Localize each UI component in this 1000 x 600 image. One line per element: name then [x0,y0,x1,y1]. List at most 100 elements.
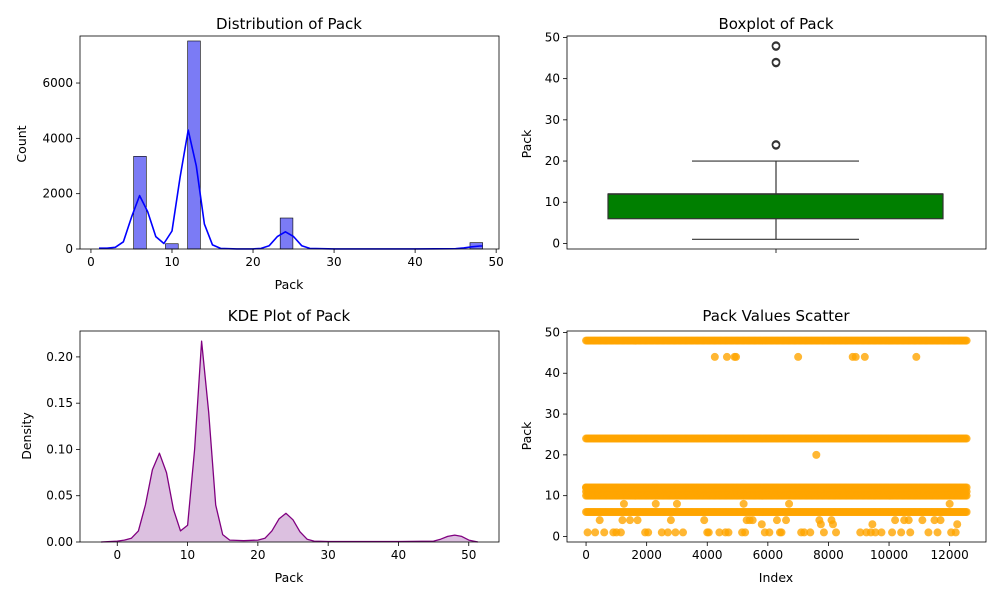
scatter-plot-area [582,336,971,537]
scatter-point [777,528,786,537]
scatter-x-tick-label: 2000 [631,548,662,562]
scatter-y-tick-label: 30 [545,407,560,421]
histogram-x-tick-label: 40 [407,255,422,269]
histogram-bar [133,156,147,250]
scatter-point [633,516,642,525]
scatter-point [856,528,865,537]
histogram-x-tick-label: 10 [164,255,179,269]
histogram-x-tick-label: 20 [245,255,260,269]
scatter-x-tick-label: 6000 [753,548,784,562]
kde-plot-area [101,340,479,543]
scatter-point [741,528,750,537]
histogram-y-label: Count [14,125,29,162]
boxplot-y-tick-label: 50 [545,30,560,44]
scatter-y-tick-label: 10 [545,489,560,503]
scatter-x-label: Index [759,570,793,585]
scatter-point [600,528,609,537]
scatter-y-tick-label: 40 [545,366,560,380]
scatter-point [918,516,927,525]
scatter-point [618,516,627,525]
boxplot-panel: Boxplot of Pack 0 10 20 30 40 50 Pack [519,15,987,253]
scatter-point [616,528,625,537]
kde-panel: KDE Plot of Pack 0 10 20 30 40 50 0.00 0.05 0.10… [19,307,500,585]
kde-y-tick-label: 0.00 [46,535,73,549]
boxplot-y-tick-label: 40 [545,72,560,86]
kde-axes: 0 10 20 30 40 50 0.00 0.05 0.10 0.15 0.20 [46,330,500,562]
scatter-point [812,450,821,459]
scatter-point [757,520,766,529]
histogram-plot-area [99,40,483,250]
histogram-y-tick-label: 2000 [42,187,73,201]
boxplot-y-tick-label: 0 [552,236,560,250]
scatter-point [936,516,945,525]
scatter-point [877,528,886,537]
kde-area [101,341,478,542]
scatter-point [724,528,733,537]
scatter-point [591,528,600,537]
scatter-point [671,528,680,537]
boxplot-outlier [771,42,781,51]
scatter-point [851,352,860,361]
kde-x-tick-label: 0 [113,548,121,562]
histogram-x-tick-label: 30 [326,255,341,269]
scatter-point [583,528,592,537]
boxplot-y-tick-label: 20 [545,154,560,168]
histogram-y-tick-label: 6000 [42,76,73,90]
scatter-point [772,516,781,525]
scatter-y-label: Pack [519,421,534,451]
scatter-point [962,434,971,443]
scatter-point [715,528,724,537]
histogram-x-label: Pack [275,277,305,292]
scatter-panel: Pack Values Scatter 0 2000 4000 6000 8000 100… [519,307,987,585]
kde-title: KDE Plot of Pack [228,307,351,325]
histogram-bar [165,243,179,250]
scatter-point [657,528,666,537]
scatter-y-tick-label: 20 [545,448,560,462]
scatter-frame [566,330,987,543]
histogram-x-tick-label: 50 [489,255,504,269]
scatter-point [722,352,731,361]
boxplot-outlier [771,58,781,68]
scatter-point [828,520,837,529]
scatter-y-tick-label: 0 [552,529,560,543]
scatter-point [930,516,939,525]
scatter-point [868,520,877,529]
boxplot-plot-area [607,41,944,240]
scatter-point [666,516,675,525]
scatter-x-tick-label: 10000 [870,548,908,562]
scatter-point [651,499,660,508]
scatter-point [582,483,591,492]
scatter-point [710,352,719,361]
scatter-point [625,516,634,525]
scatter-point [800,528,809,537]
histogram-y-tick-label: 4000 [42,131,73,145]
scatter-x-tick-label: 12000 [931,548,969,562]
scatter-point [924,528,933,537]
scatter-x-tick-label: 8000 [813,548,844,562]
scatter-point [672,499,681,508]
scatter-point [962,491,971,500]
scatter-point [806,528,815,537]
scatter-x-tick-label: 4000 [692,548,723,562]
scatter-point [891,516,900,525]
scatter-point [644,528,653,537]
boxplot-y-tick-label: 30 [545,113,560,127]
scatter-point [912,352,921,361]
scatter-point [962,336,971,345]
scatter-point [933,528,942,537]
kde-x-tick-label: 40 [391,548,406,562]
boxplot-outlier [771,141,781,150]
kde-y-label: Density [19,412,34,460]
scatter-axes: 0 2000 4000 6000 8000 10000 12000 0 10 20 30 40 50 [545,325,987,562]
kde-y-tick-label: 0.20 [46,350,73,364]
histogram-frame [79,35,500,250]
kde-x-tick-label: 50 [461,548,476,562]
scatter-point [663,528,672,537]
histogram-axes: 0 10 20 30 40 50 0 2000 4000 6000 [42,35,504,269]
scatter-point [816,520,825,529]
scatter-point [679,528,688,537]
scatter-point [953,520,962,529]
kde-x-label: Pack [275,570,305,585]
kde-y-tick-label: 0.15 [46,396,73,410]
scatter-point [860,352,869,361]
